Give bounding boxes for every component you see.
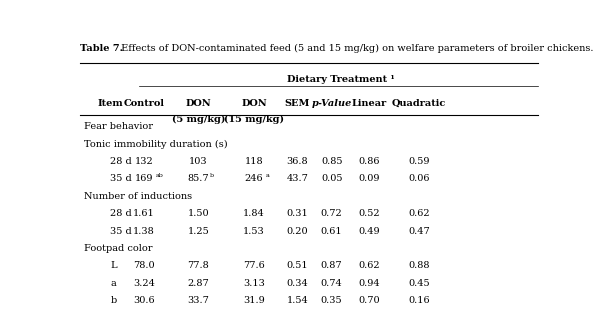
Text: 1.54: 1.54: [286, 296, 308, 305]
Text: 0.09: 0.09: [358, 174, 380, 183]
Text: 36.8: 36.8: [286, 157, 308, 166]
Text: 35 d: 35 d: [110, 174, 132, 183]
Text: 78.0: 78.0: [133, 261, 155, 270]
Text: SEM: SEM: [284, 99, 310, 108]
Text: 0.70: 0.70: [358, 296, 380, 305]
Text: 0.72: 0.72: [321, 209, 343, 218]
Text: 0.35: 0.35: [321, 296, 343, 305]
Text: 103: 103: [189, 157, 208, 166]
Text: 0.45: 0.45: [408, 279, 430, 288]
Text: b: b: [210, 172, 214, 177]
Text: p-Value: p-Value: [311, 99, 352, 108]
Text: 0.62: 0.62: [408, 209, 430, 218]
Text: 3.13: 3.13: [243, 279, 265, 288]
Text: Tonic immobility duration (s): Tonic immobility duration (s): [84, 140, 228, 149]
Text: L: L: [110, 261, 117, 270]
Text: 132: 132: [134, 157, 153, 166]
Text: 0.62: 0.62: [358, 261, 380, 270]
Text: 0.85: 0.85: [321, 157, 343, 166]
Text: Table 7.: Table 7.: [80, 44, 122, 53]
Text: 1.50: 1.50: [187, 209, 209, 218]
Text: 28 d: 28 d: [110, 209, 132, 218]
Text: 85.7: 85.7: [187, 174, 209, 183]
Text: b: b: [110, 296, 116, 305]
Text: 118: 118: [245, 157, 263, 166]
Text: 77.8: 77.8: [187, 261, 209, 270]
Text: Number of inductions: Number of inductions: [84, 192, 193, 201]
Text: 0.86: 0.86: [358, 157, 380, 166]
Text: 0.88: 0.88: [409, 261, 430, 270]
Text: ab: ab: [155, 172, 163, 177]
Text: 0.74: 0.74: [321, 279, 343, 288]
Text: 3.24: 3.24: [133, 279, 155, 288]
Text: 0.05: 0.05: [321, 174, 343, 183]
Text: 0.47: 0.47: [408, 227, 430, 235]
Text: 28 d: 28 d: [110, 157, 132, 166]
Text: 1.84: 1.84: [243, 209, 265, 218]
Text: 169: 169: [134, 174, 153, 183]
Text: 1.61: 1.61: [133, 209, 155, 218]
Text: Item: Item: [97, 99, 123, 108]
Text: (15 mg/kg): (15 mg/kg): [224, 115, 284, 124]
Text: 1.53: 1.53: [243, 227, 265, 235]
Text: 0.06: 0.06: [409, 174, 430, 183]
Text: 0.61: 0.61: [321, 227, 343, 235]
Text: 0.49: 0.49: [358, 227, 380, 235]
Text: 31.9: 31.9: [243, 296, 265, 305]
Text: 77.6: 77.6: [243, 261, 265, 270]
Text: 0.51: 0.51: [286, 261, 308, 270]
Text: Effects of DON-contaminated feed (5 and 15 mg/kg) on welfare parameters of broil: Effects of DON-contaminated feed (5 and …: [118, 44, 594, 53]
Text: 0.52: 0.52: [358, 209, 380, 218]
Text: 0.59: 0.59: [409, 157, 430, 166]
Text: Dietary Treatment ¹: Dietary Treatment ¹: [287, 75, 395, 84]
Text: 0.87: 0.87: [321, 261, 343, 270]
Text: Linear: Linear: [351, 99, 386, 108]
Text: a: a: [110, 279, 116, 288]
Text: DON: DON: [185, 99, 211, 108]
Text: 1.25: 1.25: [187, 227, 209, 235]
Text: Control: Control: [124, 99, 164, 108]
Text: 2.87: 2.87: [187, 279, 209, 288]
Text: a: a: [266, 172, 269, 177]
Text: 35 d: 35 d: [110, 227, 132, 235]
Text: (5 mg/kg): (5 mg/kg): [172, 115, 225, 124]
Text: 30.6: 30.6: [133, 296, 155, 305]
Text: 0.20: 0.20: [286, 227, 308, 235]
Text: 0.34: 0.34: [286, 279, 308, 288]
Text: Fear behavior: Fear behavior: [84, 122, 154, 131]
Text: 246: 246: [245, 174, 263, 183]
Text: 43.7: 43.7: [286, 174, 308, 183]
Text: DON: DON: [241, 99, 267, 108]
Text: 0.31: 0.31: [286, 209, 308, 218]
Text: 0.16: 0.16: [408, 296, 430, 305]
Text: 33.7: 33.7: [187, 296, 209, 305]
Text: 1.38: 1.38: [133, 227, 155, 235]
Text: 0.94: 0.94: [358, 279, 380, 288]
Text: Quadratic: Quadratic: [392, 99, 446, 108]
Text: Footpad color: Footpad color: [84, 244, 153, 253]
